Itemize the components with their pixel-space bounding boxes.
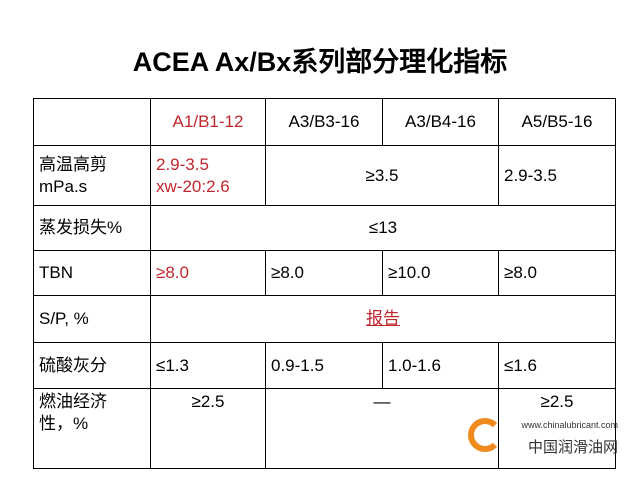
- table-cell: 硫酸灰分: [33, 342, 151, 389]
- table-cell: ≤13: [150, 205, 616, 251]
- table-cell: ≥8.0: [265, 250, 383, 296]
- table-cell: A3/B3-16: [265, 98, 383, 146]
- table-cell: 2.9-3.5 xw-20:2.6: [150, 145, 266, 206]
- table-row: S/P, % 报告: [33, 295, 616, 343]
- table-cell: 1.0-1.6: [382, 342, 499, 389]
- slide-title: ACEA Ax/Bx系列部分理化指标: [132, 47, 508, 77]
- table-cell: TBN: [33, 250, 151, 296]
- table-cell: 2.9-3.5: [498, 145, 616, 206]
- table-row: 硫酸灰分 ≤1.3 0.9-1.5 1.0-1.6 ≤1.6: [33, 342, 616, 389]
- table-cell: 报告: [150, 295, 616, 343]
- table-cell: A5/B5-16: [498, 98, 616, 146]
- table-cell: [33, 98, 151, 146]
- watermark: www.chinalubricant.com 中国润滑油网: [468, 416, 618, 462]
- table-cell: ≤1.6: [498, 342, 616, 389]
- table-cell: 高温高剪 mPa.s: [33, 145, 151, 206]
- watermark-logo: [468, 418, 502, 452]
- table-cell: S/P, %: [33, 295, 151, 343]
- table-cell: ≥2.5: [150, 388, 266, 469]
- table-cell: A1/B1-12: [150, 98, 266, 146]
- watermark-url: www.chinalubricant.com: [521, 420, 618, 430]
- table-row: 蒸发损失% ≤13: [33, 205, 616, 251]
- table-cell: 0.9-1.5: [265, 342, 383, 389]
- table-cell: 燃油经济 性，%: [33, 388, 151, 469]
- table-row: TBN ≥8.0 ≥8.0 ≥10.0 ≥8.0: [33, 250, 616, 296]
- table-cell: ≥8.0: [498, 250, 616, 296]
- table-cell: ≥2.5: [498, 388, 616, 469]
- table-row: 燃油经济 性，% ≥2.5 — ≥2.5: [33, 388, 616, 469]
- table-row: 高温高剪 mPa.s 2.9-3.5 xw-20:2.6 ≥3.5 2.9-3.…: [33, 145, 616, 206]
- table-cell: ≤1.3: [150, 342, 266, 389]
- spec-table: A1/B1-12 A3/B3-16 A3/B4-16 A5/B5-16 高温高剪…: [33, 98, 616, 469]
- table-row: A1/B1-12 A3/B3-16 A3/B4-16 A5/B5-16: [33, 98, 616, 146]
- table-cell: ≥10.0: [382, 250, 499, 296]
- table-cell: A3/B4-16: [382, 98, 499, 146]
- watermark-name: 中国润滑油网: [527, 439, 618, 456]
- table-cell: —: [265, 388, 499, 469]
- table-cell: ≥8.0: [150, 250, 266, 296]
- table-cell: 蒸发损失%: [33, 205, 151, 251]
- table-cell: ≥3.5: [265, 145, 499, 206]
